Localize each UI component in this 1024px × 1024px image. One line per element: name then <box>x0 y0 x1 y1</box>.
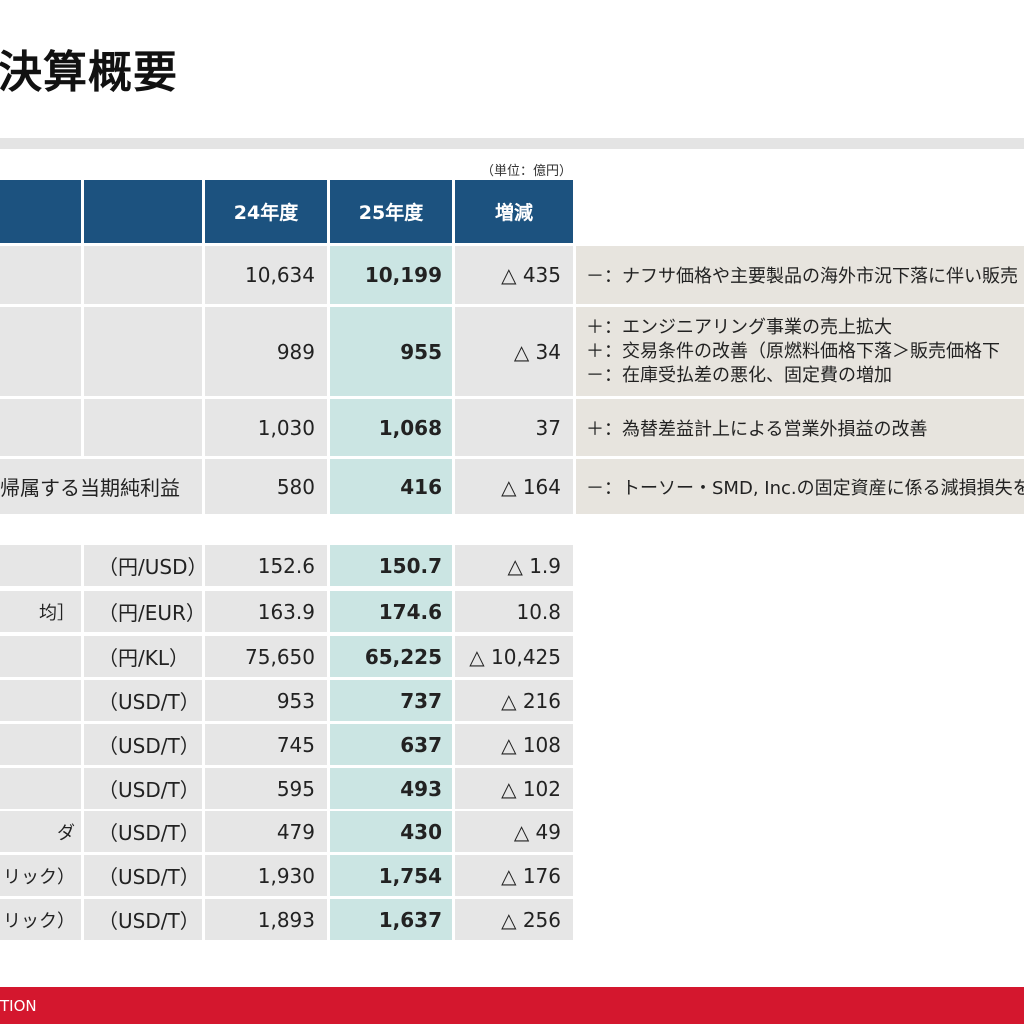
unit-label: （円/KL） <box>84 636 202 677</box>
diff-value: △ 176 <box>455 855 573 896</box>
row-label: リック） <box>0 899 81 940</box>
curr-value: 430 <box>330 811 452 852</box>
prev-value: 989 <box>205 307 327 396</box>
curr-value: 493 <box>330 768 452 809</box>
unit-note: （単位：億円） <box>481 164 573 179</box>
row-label <box>0 545 81 586</box>
header-prev-year: 24年度 <box>205 180 327 243</box>
prev-value: 953 <box>205 680 327 721</box>
row-blank-cell <box>84 307 202 396</box>
curr-value: 416 <box>330 459 452 514</box>
row-label: 均］ <box>0 591 81 632</box>
comment-line: －：在庫受払差の悪化、固定費の増加 <box>586 364 892 386</box>
diff-value: △ 435 <box>455 246 573 304</box>
unit-label: （円/EUR） <box>84 591 202 632</box>
curr-value: 65,225 <box>330 636 452 677</box>
curr-value: 1,754 <box>330 855 452 896</box>
diff-value: △ 256 <box>455 899 573 940</box>
diff-value: △ 1.9 <box>455 545 573 586</box>
diff-value: △ 34 <box>455 307 573 396</box>
row-comment: －：トーソー・SMD, Inc.の固定資産に係る減損損失を <box>576 459 1024 514</box>
row-label: ダ <box>0 811 81 852</box>
diff-value: △ 49 <box>455 811 573 852</box>
prev-value: 595 <box>205 768 327 809</box>
diff-value: △ 102 <box>455 768 573 809</box>
title-divider <box>0 138 1024 149</box>
diff-value: 10.8 <box>455 591 573 632</box>
diff-value: △ 216 <box>455 680 573 721</box>
prev-value: 1,893 <box>205 899 327 940</box>
unit-label: （USD/T） <box>84 680 202 721</box>
row-blank-cell <box>84 246 202 304</box>
prev-value: 75,650 <box>205 636 327 677</box>
curr-value: 1,637 <box>330 899 452 940</box>
row-comment: ＋：エンジニアリング事業の売上拡大 ＋：交易条件の改善（原燃料価格下落＞販売価格下… <box>576 307 1024 396</box>
curr-value: 955 <box>330 307 452 396</box>
row-comment: ＋：為替差益計上による営業外損益の改善 <box>576 399 1024 456</box>
diff-value: △ 10,425 <box>455 636 573 677</box>
prev-value: 163.9 <box>205 591 327 632</box>
row-label: リック） <box>0 855 81 896</box>
curr-value: 737 <box>330 680 452 721</box>
row-label: 帰属する当期純利益 <box>0 459 202 514</box>
header-curr-year: 25年度 <box>330 180 452 243</box>
header-label-cell <box>0 180 81 243</box>
header-blank-cell <box>84 180 202 243</box>
curr-value: 1,068 <box>330 399 452 456</box>
prev-value: 580 <box>205 459 327 514</box>
comment-line: ＋：エンジニアリング事業の売上拡大 <box>586 316 892 338</box>
footer-bar: TION <box>0 987 1024 1024</box>
row-label <box>0 768 81 809</box>
unit-label: （USD/T） <box>84 811 202 852</box>
comment-line: ＋：為替差益計上による営業外損益の改善 <box>586 418 928 440</box>
row-label <box>0 307 81 396</box>
diff-value: 37 <box>455 399 573 456</box>
comment-line: －：トーソー・SMD, Inc.の固定資産に係る減損損失を <box>586 477 1024 499</box>
row-comment: －：ナフサ価格や主要製品の海外市況下落に伴い販売 <box>576 246 1024 304</box>
prev-value: 152.6 <box>205 545 327 586</box>
unit-label: （円/USD） <box>84 545 202 586</box>
prev-value: 745 <box>205 724 327 765</box>
footer-text: TION <box>0 996 37 1015</box>
unit-label: （USD/T） <box>84 899 202 940</box>
prev-value: 1,030 <box>205 399 327 456</box>
prev-value: 10,634 <box>205 246 327 304</box>
row-label <box>0 399 81 456</box>
curr-value: 637 <box>330 724 452 765</box>
prev-value: 479 <box>205 811 327 852</box>
curr-value: 150.7 <box>330 545 452 586</box>
row-label <box>0 636 81 677</box>
diff-value: △ 108 <box>455 724 573 765</box>
row-label <box>0 246 81 304</box>
row-label <box>0 724 81 765</box>
unit-label: （USD/T） <box>84 855 202 896</box>
row-label <box>0 680 81 721</box>
curr-value: 174.6 <box>330 591 452 632</box>
header-diff: 増減 <box>455 180 573 243</box>
row-blank-cell <box>84 399 202 456</box>
curr-value: 10,199 <box>330 246 452 304</box>
comment-line: ＋：交易条件の改善（原燃料価格下落＞販売価格下 <box>586 340 1000 362</box>
prev-value: 1,930 <box>205 855 327 896</box>
unit-label: （USD/T） <box>84 768 202 809</box>
diff-value: △ 164 <box>455 459 573 514</box>
page-title: 決算概要 <box>0 47 178 98</box>
comment-line: －：ナフサ価格や主要製品の海外市況下落に伴い販売 <box>586 266 1018 287</box>
unit-label: （USD/T） <box>84 724 202 765</box>
